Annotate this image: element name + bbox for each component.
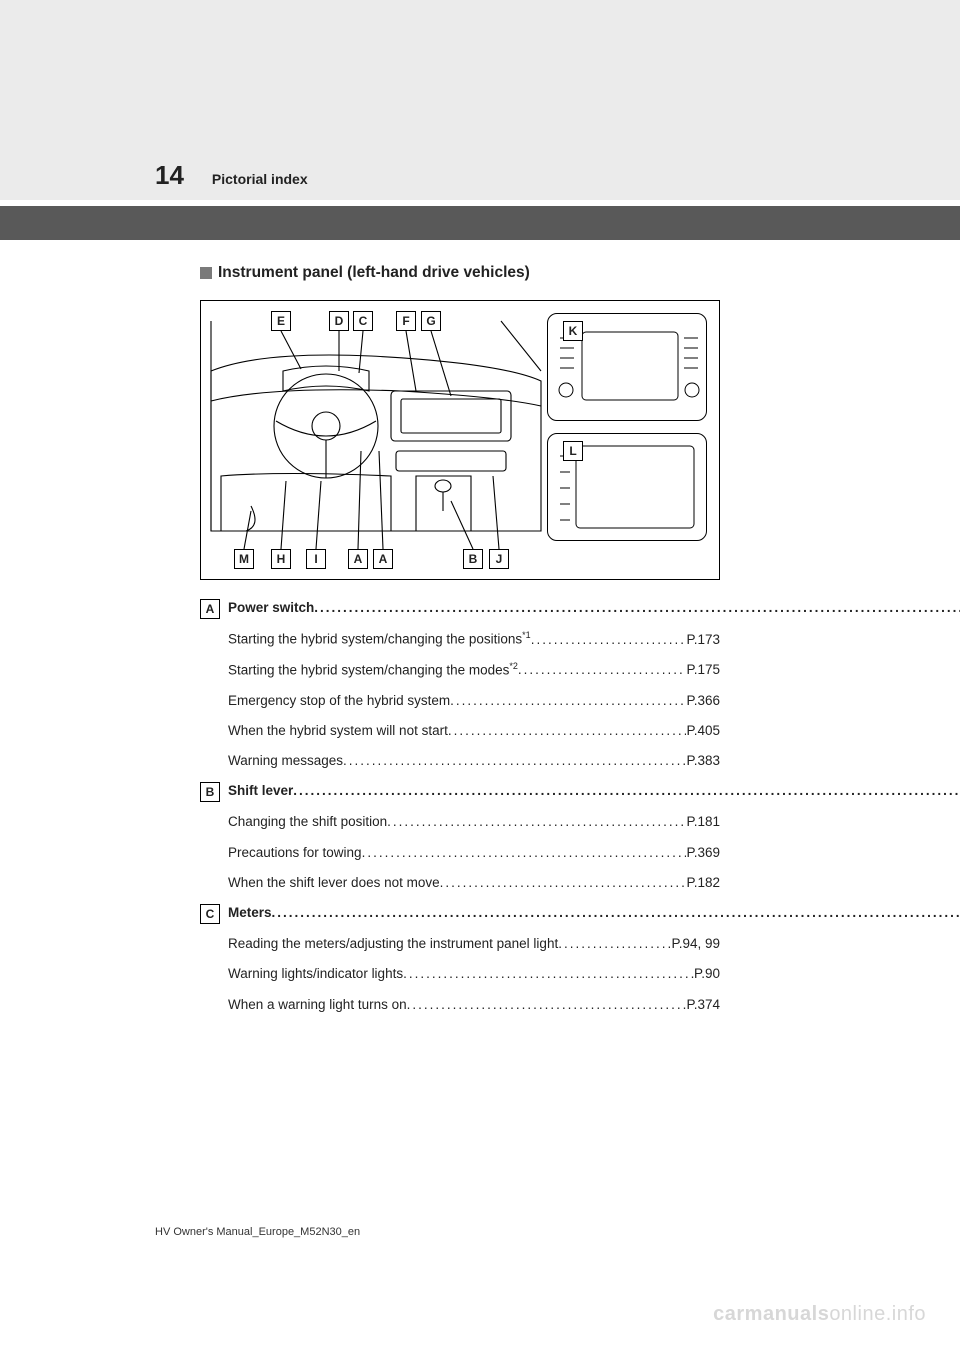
section-title: Pictorial index bbox=[212, 171, 308, 187]
heading-row: Instrument panel (left-hand drive vehicl… bbox=[200, 264, 940, 282]
index-sub-text: Changing the shift position bbox=[228, 812, 387, 832]
index-entry-title-line: Power switchP.173, 175 bbox=[228, 598, 960, 618]
leader-dots bbox=[531, 630, 687, 650]
index-entry: APower switchP.173, 175Starting the hybr… bbox=[200, 598, 720, 771]
index-sub-line: Warning lights/indicator lights P.90 bbox=[228, 964, 720, 984]
dark-bar bbox=[0, 206, 960, 240]
index-entry-title: Power switch bbox=[228, 598, 314, 618]
index-sub-line: When a warning light turns on P.374 bbox=[228, 995, 720, 1015]
square-bullet-icon bbox=[200, 267, 212, 279]
header-row: 14 Pictorial index bbox=[0, 160, 960, 191]
index-sub-line: Starting the hybrid system/changing the … bbox=[228, 660, 720, 681]
index-sub-page: P.366 bbox=[686, 691, 720, 711]
index-entry-head: APower switchP.173, 175 bbox=[200, 598, 720, 619]
index-sub-text: Precautions for towing bbox=[228, 843, 362, 863]
leader-dots bbox=[448, 721, 687, 741]
footer-docid: HV Owner's Manual_Europe_M52N30_en bbox=[155, 1226, 360, 1238]
leader-dots bbox=[403, 964, 694, 984]
callout-i: I bbox=[306, 549, 326, 569]
index-sub-sup: *1 bbox=[522, 630, 531, 640]
callout-b: B bbox=[463, 549, 483, 569]
index-sub-line: Precautions for towing P.369 bbox=[228, 843, 720, 863]
index-sub-sup: *2 bbox=[509, 661, 518, 671]
callout-d: D bbox=[329, 311, 349, 331]
leader-dots bbox=[407, 995, 687, 1015]
index-sub-page: P.90 bbox=[694, 964, 720, 984]
index-entry-head: BShift leverP.181 bbox=[200, 781, 720, 802]
leader-dots bbox=[343, 751, 686, 771]
header-band: 14 Pictorial index bbox=[0, 0, 960, 200]
index-sub-text: Starting the hybrid system/changing the … bbox=[228, 660, 518, 681]
callout-l: L bbox=[563, 441, 583, 461]
index-list: APower switchP.173, 175Starting the hybr… bbox=[200, 598, 720, 1015]
callout-k: K bbox=[563, 321, 583, 341]
index-sub-line: Reading the meters/adjusting the instrum… bbox=[228, 934, 720, 954]
callout-g: G bbox=[421, 311, 441, 331]
callout-a2: A bbox=[373, 549, 393, 569]
index-sub-text: Reading the meters/adjusting the instrum… bbox=[228, 934, 558, 954]
leader-dots bbox=[293, 781, 960, 801]
index-sub-line: Emergency stop of the hybrid system P.36… bbox=[228, 691, 720, 711]
index-sub-page: P.175 bbox=[686, 660, 720, 680]
index-sub-page: P.405 bbox=[686, 721, 720, 741]
index-entry-title-line: Shift leverP.181 bbox=[228, 781, 960, 801]
callout-a1: A bbox=[348, 549, 368, 569]
index-sub-page: P.173 bbox=[686, 630, 720, 650]
callout-m: M bbox=[234, 549, 254, 569]
index-sub-text: When the shift lever does not move bbox=[228, 873, 440, 893]
index-sub-text: Emergency stop of the hybrid system bbox=[228, 691, 450, 711]
watermark-suffix: online.info bbox=[829, 1303, 926, 1325]
callout-j: J bbox=[489, 549, 509, 569]
index-entry-letter: A bbox=[200, 599, 220, 619]
index-sub-text: Warning messages bbox=[228, 751, 343, 771]
index-sub-page: P.181 bbox=[686, 812, 720, 832]
index-sub-page: P.383 bbox=[686, 751, 720, 771]
leader-dots bbox=[558, 934, 671, 954]
leader-dots bbox=[518, 660, 687, 680]
index-entry: C Meters P.94, 99 Reading the meters/adjust… bbox=[200, 903, 720, 1015]
index-sub-line: Changing the shift position P.181 bbox=[228, 812, 720, 832]
index-sub-text: Warning lights/indicator lights bbox=[228, 964, 403, 984]
index-entry-title: Meters bbox=[228, 903, 272, 923]
instrument-panel-figure: E D C F G M H I A A B J K L bbox=[200, 300, 720, 580]
index-sub-page: P.374 bbox=[686, 995, 720, 1015]
index-sub-page: P.182 bbox=[686, 873, 720, 893]
leader-dots bbox=[362, 843, 687, 863]
index-sub-text: When the hybrid system will not start bbox=[228, 721, 448, 741]
watermark: carmanualsonline.info bbox=[713, 1303, 926, 1326]
index-sub-line: Starting the hybrid system/changing the … bbox=[228, 629, 720, 650]
leader-dots bbox=[450, 691, 686, 711]
index-entry-letter: B bbox=[200, 782, 220, 802]
watermark-prefix: carmanuals bbox=[713, 1303, 829, 1325]
index-entry-title: Shift lever bbox=[228, 781, 293, 801]
index-sub-line: Warning messages P.383 bbox=[228, 751, 720, 771]
leader-dots bbox=[272, 903, 960, 923]
index-sub-page: P.369 bbox=[686, 843, 720, 863]
leader-dots bbox=[440, 873, 687, 893]
callout-f: F bbox=[396, 311, 416, 331]
heading: Instrument panel (left-hand drive vehicl… bbox=[218, 264, 530, 282]
leader-dots bbox=[387, 812, 686, 832]
index-sub-page: P.94, 99 bbox=[671, 934, 720, 954]
index-sub-line: When the shift lever does not move P.182 bbox=[228, 873, 720, 893]
index-sub-text: Starting the hybrid system/changing the … bbox=[228, 629, 531, 650]
callout-h: H bbox=[271, 549, 291, 569]
index-entry-head: CMetersP.94, 99 bbox=[200, 903, 720, 924]
page-number: 14 bbox=[155, 160, 184, 191]
page: 14 Pictorial index Instrument panel (lef… bbox=[0, 0, 960, 1358]
content: Instrument panel (left-hand drive vehicl… bbox=[200, 240, 940, 1015]
callout-c: C bbox=[353, 311, 373, 331]
callout-e: E bbox=[271, 311, 291, 331]
index-sub-line: When the hybrid system will not start P.… bbox=[228, 721, 720, 741]
index-entry: BShift leverP.181Changing the shift posi… bbox=[200, 781, 720, 893]
index-entry-title-line: MetersP.94, 99 bbox=[228, 903, 960, 923]
index-sub-text: When a warning light turns on bbox=[228, 995, 407, 1015]
index-entry-letter: C bbox=[200, 904, 220, 924]
leader-dots bbox=[314, 598, 960, 618]
